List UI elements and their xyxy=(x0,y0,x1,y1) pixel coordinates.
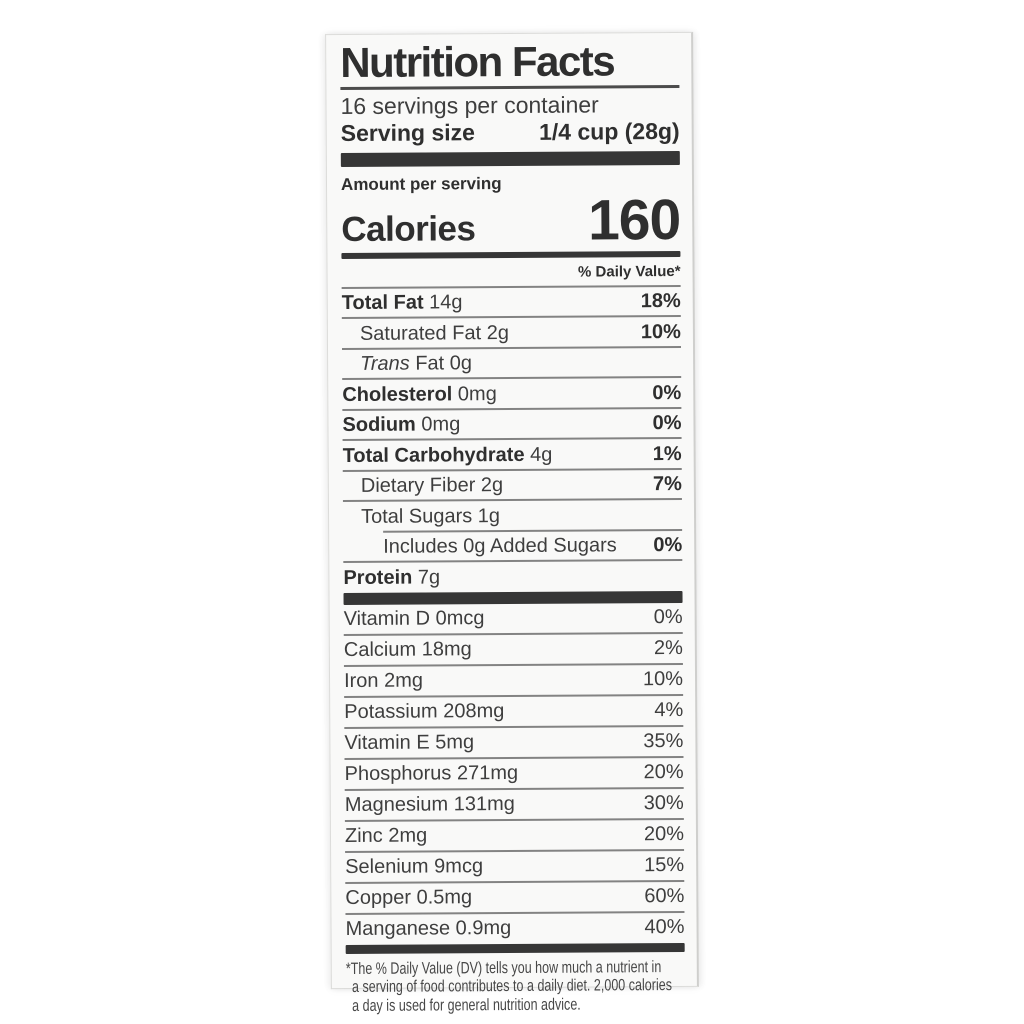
nutrient-amount: 0mcg xyxy=(435,607,485,630)
nutrient-name: Magnesium xyxy=(344,793,449,817)
nutrient-amount: 18mg xyxy=(421,638,472,661)
nutrient-dv: 30% xyxy=(643,792,684,815)
nutrient-amount: 0.5mg xyxy=(416,886,473,909)
nutrient-amount: 5mg xyxy=(435,731,475,754)
micronutrient-row-selenium: Selenium 9mcg 15% xyxy=(345,851,684,882)
footnote-line: *The % Daily Value (DV) tells you how mu… xyxy=(345,957,662,978)
nutrient-name: Phosphorus xyxy=(344,762,452,786)
nutrient-row-protein: Protein 7g xyxy=(343,561,682,592)
nutrient-row-cholesterol: Cholesterol 0mg 0% xyxy=(342,378,681,409)
nutrient-name: Iron xyxy=(343,669,379,693)
nutrient-amount: 131mg xyxy=(453,793,515,816)
nutrient-name: Calcium xyxy=(343,638,417,662)
nutrient-row-saturated-fat: Saturated Fat 2g 10% xyxy=(342,317,681,348)
daily-value-footnote: *The % Daily Value (DV) tells you how mu… xyxy=(346,958,696,1016)
micronutrient-row-phosphorus: Phosphorus 271mg 20% xyxy=(345,758,684,789)
nutrient-dv: 20% xyxy=(643,761,684,784)
nutrient-name: Cholesterol xyxy=(342,383,453,406)
nutrient-row-total-fat: Total Fat 14g 18% xyxy=(342,287,681,318)
nutrient-dv: 18% xyxy=(640,290,681,313)
micronutrient-row-manganese: Manganese 0.9mg 40% xyxy=(345,913,684,944)
micronutrient-row-potassium: Potassium 208mg 4% xyxy=(344,696,683,727)
label-title: Nutrition Facts xyxy=(340,37,615,87)
nutrient-name: Vitamin E xyxy=(344,731,430,755)
nutrient-dv: 7% xyxy=(652,473,682,496)
micronutrient-row-vitamin-d: Vitamin D 0mcg 0% xyxy=(344,603,683,634)
nutrient-amount: 208mg xyxy=(443,700,505,723)
nutrient-amount: 0g xyxy=(449,352,473,375)
nutrient-dv: 0% xyxy=(653,534,683,557)
nutrient-name: Sodium xyxy=(342,413,416,437)
nutrient-row-total-carbohydrate: Total Carbohydrate 4g 1% xyxy=(343,439,682,470)
nutrient-row-dietary-fiber: Dietary Fiber 2g 7% xyxy=(343,470,682,501)
nutrient-amount: 0.9mg xyxy=(455,917,512,940)
nutrient-dv: 0% xyxy=(653,606,683,629)
nutrient-amount: 2mg xyxy=(388,824,428,847)
nutrient-dv: 4% xyxy=(654,699,684,722)
serving-size-value: 1/4 cup (28g) xyxy=(538,117,680,145)
nutrient-amount: 0mg xyxy=(421,413,461,436)
calories-value: 160 xyxy=(587,187,681,253)
nutrient-dv: 0% xyxy=(652,381,682,404)
micronutrient-row-zinc: Zinc 2mg 20% xyxy=(345,820,684,851)
nutrient-dv: 20% xyxy=(643,823,685,846)
serving-size-label: Serving size xyxy=(340,118,475,146)
daily-value-header: % Daily Value* xyxy=(577,262,681,281)
micronutrient-row-magnesium: Magnesium 131mg 30% xyxy=(345,789,684,820)
section-bar xyxy=(340,150,680,168)
nutrient-dv: 1% xyxy=(652,442,682,465)
nutrient-amount: 4g xyxy=(530,443,553,466)
micronutrient-row-vitamin-e: Vitamin E 5mg 35% xyxy=(344,727,683,758)
nutrient-amount: 2mg xyxy=(384,669,424,692)
nutrient-name: Total Carbohydrate xyxy=(342,443,525,467)
servings-per-container: 16 servings per container xyxy=(340,91,599,119)
nutrient-name: Saturated Fat xyxy=(359,321,482,345)
nutrient-amount: 9mcg xyxy=(434,855,484,878)
nutrient-dv: 10% xyxy=(642,668,684,691)
nutrient-amount: 7g xyxy=(417,566,441,589)
nutrient-name: Copper xyxy=(345,886,412,910)
nutrient-amount: 0mg xyxy=(457,382,497,405)
nutrient-dv: 35% xyxy=(643,730,684,753)
nutrient-dv: 0% xyxy=(652,412,682,435)
nutrient-name: Total Fat xyxy=(341,291,424,315)
nutrient-amount: 2g xyxy=(480,474,504,497)
footnote-line: a serving of food contributes to a daily… xyxy=(351,976,672,997)
section-bar xyxy=(345,942,685,954)
nutrient-name: Zinc xyxy=(344,824,383,848)
micronutrient-row-calcium: Calcium 18mg 2% xyxy=(344,634,683,665)
nutrient-name: Fat xyxy=(415,352,445,375)
nutrient-name: Total Sugars xyxy=(360,504,473,528)
nutrient-dv: 40% xyxy=(644,916,685,939)
nutrient-name: Manganese xyxy=(345,917,451,941)
nutrient-name: Includes 0g Added Sugars xyxy=(383,534,617,558)
nutrient-name: Potassium xyxy=(344,700,438,724)
nutrient-dv: 60% xyxy=(644,885,685,908)
nutrient-dv: 10% xyxy=(640,320,681,343)
nutrient-amount: 1g xyxy=(477,504,501,527)
nutrient-amount: 2g xyxy=(486,321,509,344)
micronutrient-row-iron: Iron 2mg 10% xyxy=(344,665,683,696)
nutrient-dv: 2% xyxy=(653,637,683,660)
nutrient-name: Vitamin D xyxy=(343,607,431,631)
micronutrient-row-copper: Copper 0.5mg 60% xyxy=(345,882,684,913)
nutrient-row-sodium: Sodium 0mg 0% xyxy=(342,409,681,440)
footnote-line: a day is used for general nutrition advi… xyxy=(352,995,581,1015)
nutrient-row-added-sugars: Includes 0g Added Sugars 0% xyxy=(343,531,682,562)
calories-label: Calories xyxy=(341,208,476,249)
nutrient-name: Dietary Fiber xyxy=(360,474,476,498)
nutrient-amount: 271mg xyxy=(456,762,519,785)
nutrient-name-italic: Trans xyxy=(360,352,410,376)
nutrient-amount: 14g xyxy=(429,291,463,314)
nutrient-row-trans-fat: Trans Fat 0g xyxy=(342,348,681,379)
separator-line xyxy=(340,85,680,90)
calories-row: Calories 160 xyxy=(341,187,681,253)
nutrient-row-total-sugars: Total Sugars 1g xyxy=(343,500,682,531)
serving-size-row: Serving size 1/4 cup (28g) xyxy=(341,118,680,147)
nutrient-name: Selenium xyxy=(345,855,429,879)
nutrient-dv: 15% xyxy=(644,854,685,877)
nutrition-facts-label: Nutrition Facts 16 servings per containe… xyxy=(325,31,699,1015)
nutrient-name: Protein xyxy=(343,566,413,589)
